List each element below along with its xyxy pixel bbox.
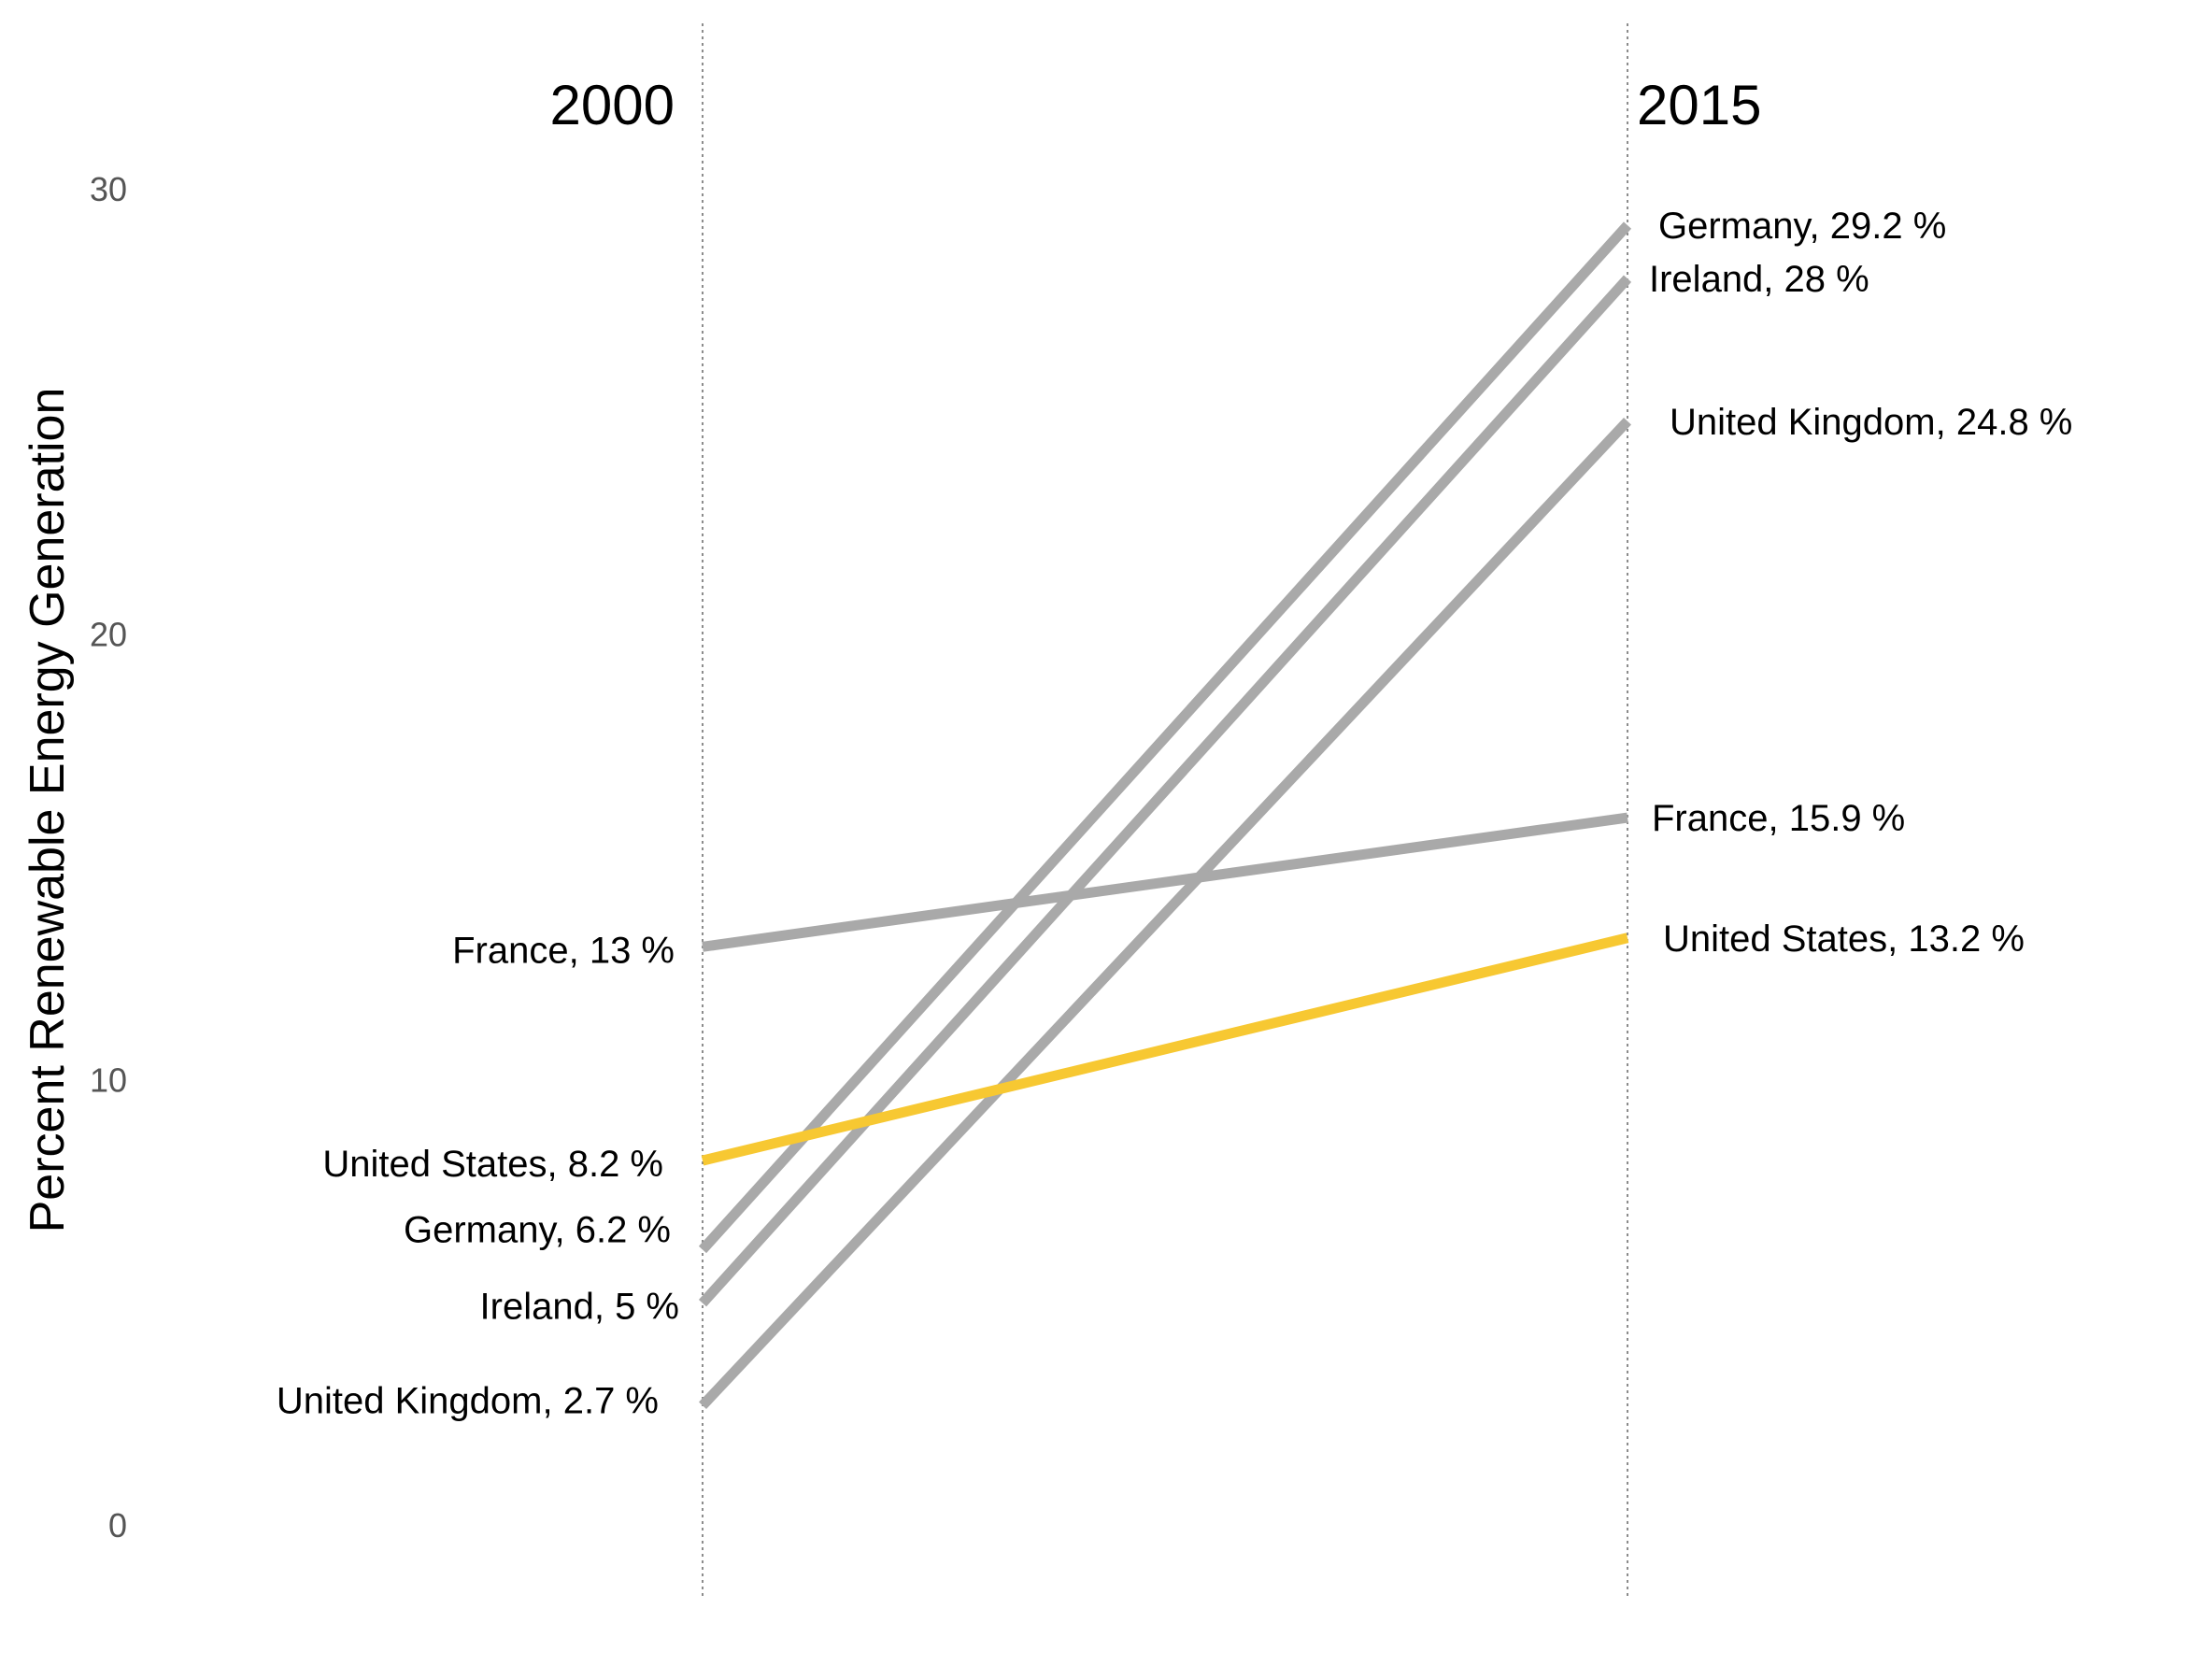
series-line-united-kingdom [698,418,1632,1410]
series-line-france [702,812,1628,952]
start-label-germany: Germany, 6.2 % [404,1209,671,1250]
y-tick-label: 0 [108,1506,127,1545]
start-label-ireland: Ireland, 5 % [480,1287,679,1328]
y-tick-label: 30 [90,170,127,208]
year-label-end: 2015 [1637,74,1761,136]
y-tick-label: 20 [90,616,127,654]
end-label-united-states: United States, 13.2 % [1663,918,2025,960]
y-tick-label: 10 [90,1061,127,1099]
series-line-united-states [701,933,1629,1166]
end-label-france: France, 15.9 % [1652,798,1905,839]
y-axis-ticks: 0 10 20 30 [90,170,127,1545]
y-axis-label: Percent Renewable Energy Generation [21,388,75,1233]
year-label-start: 2000 [550,74,675,136]
start-label-united-kingdom: United Kingdom, 2.7 % [277,1380,659,1421]
end-label-ireland: Ireland, 28 % [1649,259,1869,300]
series-labels: Germany, 6.2 % Germany, 29.2 % Ireland, 5 … [277,206,2073,1421]
year-guides: 2000 2015 [550,23,1761,1598]
series-lines [698,221,1632,1410]
start-label-united-states: United States, 8.2 % [322,1144,663,1185]
series-line-ireland [698,275,1632,1307]
end-label-united-kingdom: United Kingdom, 24.8 % [1670,402,2072,443]
series-line-germany [698,221,1632,1254]
end-label-germany: Germany, 29.2 % [1658,206,1946,247]
start-label-france: France, 13 % [452,930,675,971]
